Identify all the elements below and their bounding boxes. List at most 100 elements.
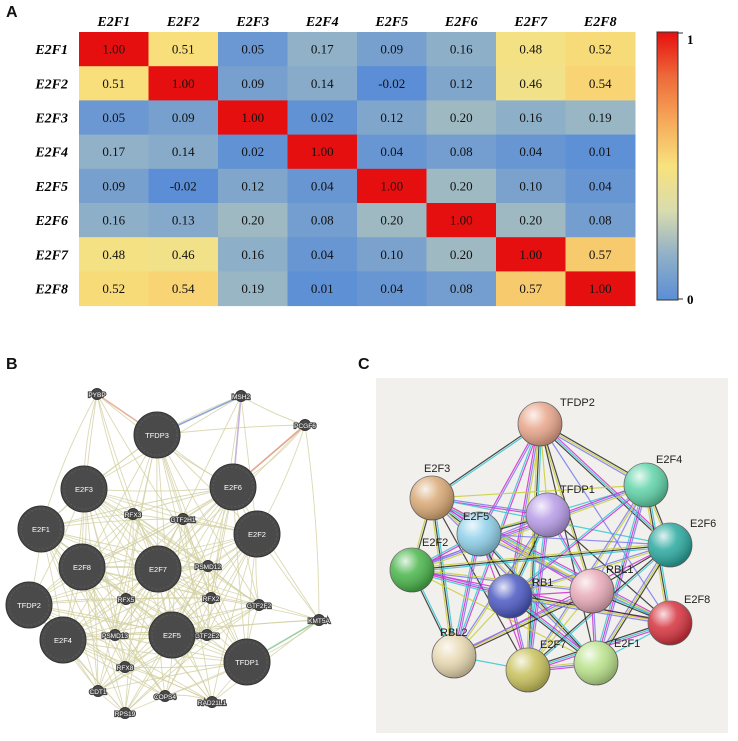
heatmap-cell (218, 134, 288, 170)
heatmap-value-label: 1.00 (311, 144, 334, 159)
network-b-node-label: RPS19 (115, 711, 136, 718)
network-b-node: RPS19 (114, 707, 137, 719)
network-b-edge (240, 395, 306, 426)
heatmap-cell (496, 237, 566, 272)
heatmap-cell (496, 203, 566, 238)
network-b-node-label: E2F5 (163, 631, 181, 640)
network-b-node: GTF2H1 (169, 513, 197, 525)
network-b-node-label: E2F3 (75, 485, 93, 494)
heatmap-value-label: 0.51 (102, 76, 125, 91)
heatmap-cell (496, 66, 566, 101)
heatmap-cell (426, 168, 497, 204)
heatmap-cells (79, 32, 636, 307)
network-c-nodes: TFDP2 E2F3 E2F4 TFDP1 E2F5 E2F6 E2F2 RBL1 RB1 E2F… (389, 397, 716, 693)
heatmap-value-label: 0.20 (519, 213, 542, 228)
heatmap-row-label: E2F4 (34, 146, 68, 161)
network-b-node-label: RFX3 (125, 512, 142, 519)
heatmap-column-label: E2F3 (235, 15, 269, 30)
network-c-node: E2F6 (647, 518, 716, 568)
network-b-node-label: COPS4 (154, 694, 176, 701)
heatmap-value-label: 0.02 (241, 144, 264, 159)
heatmap-cell (287, 237, 358, 272)
panel-label-b: B (6, 356, 18, 373)
network-b-node-label: E2F1 (32, 525, 50, 534)
heatmap-value-label: 0.08 (450, 144, 473, 159)
heatmap-value-label: 0.10 (380, 247, 403, 262)
network-b-edge (124, 604, 260, 714)
heatmap-cell (426, 100, 497, 136)
heatmap-cell (426, 237, 497, 272)
heatmap-value-label: 0.51 (172, 42, 195, 57)
network-b-edge (304, 424, 320, 621)
heatmap-value-label: 0.04 (589, 178, 612, 193)
correlation-heatmap: E2F1 E2F2 E2F3 E2F4 E2F5 E2F6 E2F7 E2F8 E2F1E2F… (34, 15, 694, 307)
network-b-node: CDT1 (88, 685, 108, 697)
heatmap-row-label: E2F5 (34, 180, 68, 195)
network-b-node: PYBP (87, 388, 107, 400)
network-c: TFDP2 E2F3 E2F4 TFDP1 E2F5 E2F6 E2F2 RBL1 RB1 E2F… (376, 378, 728, 733)
heatmap-cell (565, 168, 636, 204)
network-b-node-label: RFX2 (203, 596, 220, 603)
network-c-node: E2F5 (456, 511, 502, 557)
heatmap-value-label: 0.52 (102, 281, 125, 296)
heatmap-value-label: 0.12 (450, 76, 473, 91)
heatmap-value-label: 0.20 (450, 110, 473, 125)
heatmap-cell (287, 271, 358, 307)
heatmap-cell (565, 66, 636, 101)
heatmap-cell (496, 134, 566, 170)
network-c-node-label: RBL2 (440, 627, 468, 639)
heatmap-value-label: 1.00 (589, 281, 612, 296)
heatmap-value-label: 0.01 (589, 144, 612, 159)
heatmap-cell (218, 66, 288, 101)
network-c-node-label: TFDP2 (560, 397, 595, 409)
heatmap-cell (218, 32, 288, 67)
heatmap-cell (357, 271, 427, 307)
colorbar-min-label: 0 (687, 292, 694, 307)
heatmap-row-label: E2F7 (34, 248, 69, 263)
heatmap-cell (357, 237, 427, 272)
heatmap-cell (287, 134, 358, 170)
network-b-node: E2F4 (39, 616, 87, 664)
heatmap-cell (218, 203, 288, 238)
network-c-edge (529, 515, 551, 671)
heatmap-column-label: E2F7 (513, 15, 548, 30)
network-b-node: KMT5A (307, 614, 332, 626)
panel-label-a: A (6, 4, 18, 21)
network-c-node-label: E2F5 (463, 511, 489, 523)
heatmap-value-label: 0.16 (519, 110, 542, 125)
network-b-node: RFX3 (124, 508, 143, 520)
network-b-edge (124, 634, 208, 714)
heatmap-value-label: 0.04 (380, 144, 403, 159)
heatmap-value-label: 0.12 (241, 178, 264, 193)
heatmap-cell (496, 32, 566, 67)
heatmap-row-label: E2F2 (34, 77, 68, 92)
heatmap-cell (287, 100, 358, 136)
network-b-node: TFDP3 (133, 411, 181, 459)
heatmap-value-label: 0.17 (102, 144, 125, 159)
network-b-node-label: RAD21L1 (198, 700, 227, 707)
network-c-edge (411, 542, 670, 569)
heatmap-value-label: 1.00 (380, 178, 403, 193)
heatmap-cell (79, 100, 149, 136)
heatmap-value-label: 0.54 (172, 281, 195, 296)
heatmap-cell (148, 134, 219, 170)
heatmap-cell (218, 237, 288, 272)
heatmap-cell (287, 66, 358, 101)
heatmap-value-label: 1.00 (241, 110, 264, 125)
network-c-edge (431, 484, 647, 499)
network-c-edge (454, 592, 594, 659)
network-c-edge (431, 497, 455, 657)
heatmap-cell (79, 134, 149, 170)
heatmap-cell (496, 271, 566, 307)
heatmap-value-label: 0.14 (172, 144, 195, 159)
heatmap-cell (357, 32, 427, 67)
network-c-node: E2F8 (647, 594, 710, 646)
network-b-node: GTF2F2 (246, 599, 273, 611)
heatmap-row-label: E2F1 (34, 43, 68, 58)
heatmap-cell (357, 134, 427, 170)
network-b-edge (40, 486, 234, 530)
network-b-node-label: E2F7 (149, 565, 167, 574)
network-c-edge (412, 486, 647, 573)
network-c-edge (412, 546, 671, 573)
heatmap-value-label: 0.01 (311, 281, 334, 296)
